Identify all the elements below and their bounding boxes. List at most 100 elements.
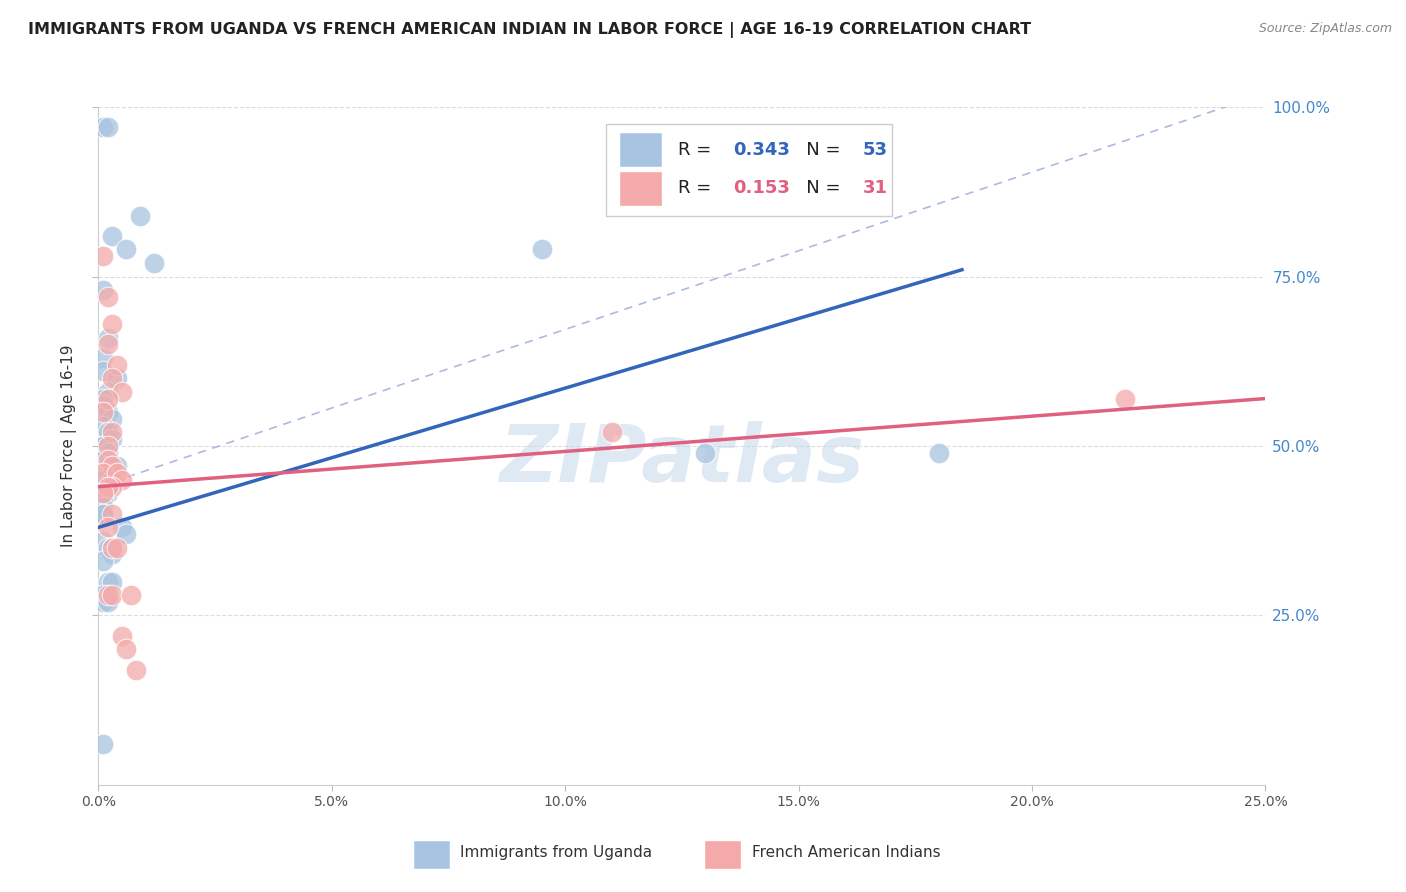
Point	[97, 405, 120, 419]
Point	[97, 439, 120, 453]
Point	[97, 595, 120, 609]
Point	[101, 507, 124, 521]
Point	[101, 541, 124, 555]
Point	[928, 446, 950, 460]
Point	[101, 459, 124, 474]
Point	[125, 663, 148, 677]
Point	[101, 541, 124, 555]
Point	[101, 473, 124, 487]
FancyBboxPatch shape	[706, 840, 741, 868]
Point	[695, 446, 717, 460]
Point	[600, 425, 623, 440]
Point	[111, 629, 134, 643]
Text: N =: N =	[789, 141, 846, 159]
Point	[91, 452, 114, 467]
Point	[530, 243, 553, 257]
Point	[91, 439, 114, 453]
Text: R =: R =	[679, 141, 717, 159]
Point	[91, 554, 114, 568]
Point	[91, 351, 114, 365]
Point	[91, 473, 114, 487]
Point	[91, 466, 114, 480]
Point	[143, 256, 166, 270]
Point	[101, 548, 124, 562]
FancyBboxPatch shape	[620, 134, 661, 166]
Point	[97, 337, 120, 351]
Point	[129, 209, 152, 223]
Point	[91, 493, 114, 508]
FancyBboxPatch shape	[413, 840, 449, 868]
Text: R =: R =	[679, 179, 717, 197]
Text: IMMIGRANTS FROM UGANDA VS FRENCH AMERICAN INDIAN IN LABOR FORCE | AGE 16-19 CORR: IMMIGRANTS FROM UGANDA VS FRENCH AMERICA…	[28, 22, 1031, 38]
Text: 0.153: 0.153	[734, 179, 790, 197]
Point	[97, 446, 120, 460]
Text: Source: ZipAtlas.com: Source: ZipAtlas.com	[1258, 22, 1392, 36]
Text: 0.343: 0.343	[734, 141, 790, 159]
Point	[91, 737, 114, 751]
Point	[97, 574, 120, 589]
Point	[91, 249, 114, 263]
Point	[91, 439, 114, 453]
Point	[97, 520, 120, 534]
Point	[91, 480, 114, 494]
Point	[91, 364, 114, 378]
Point	[101, 371, 124, 385]
Point	[91, 507, 114, 521]
Point	[101, 228, 124, 243]
Point	[97, 588, 120, 602]
Point	[120, 588, 142, 602]
Point	[97, 480, 120, 494]
Point	[115, 527, 138, 541]
Point	[97, 330, 120, 344]
Point	[91, 533, 114, 548]
Point	[101, 412, 124, 426]
Point	[111, 473, 134, 487]
Point	[97, 290, 120, 304]
Point	[91, 486, 114, 500]
Point	[91, 392, 114, 406]
Point	[101, 425, 124, 440]
Point	[105, 541, 128, 555]
Point	[105, 459, 128, 474]
Text: 31: 31	[863, 179, 887, 197]
Text: French American Indians: French American Indians	[752, 846, 941, 860]
Point	[101, 432, 124, 446]
Point	[91, 398, 114, 412]
Point	[101, 317, 124, 331]
FancyBboxPatch shape	[606, 124, 891, 216]
Point	[91, 507, 114, 521]
Point	[115, 642, 138, 657]
Text: Immigrants from Uganda: Immigrants from Uganda	[460, 846, 652, 860]
Point	[97, 466, 120, 480]
Point	[111, 520, 134, 534]
Text: ZIPatlas: ZIPatlas	[499, 420, 865, 499]
Point	[111, 384, 134, 399]
Point	[97, 392, 120, 406]
Point	[91, 500, 114, 514]
Point	[91, 595, 114, 609]
Point	[105, 371, 128, 385]
Point	[97, 120, 120, 135]
Y-axis label: In Labor Force | Age 16-19: In Labor Force | Age 16-19	[60, 344, 77, 548]
Point	[105, 358, 128, 372]
Point	[101, 588, 124, 602]
Text: 53: 53	[863, 141, 887, 159]
Point	[91, 283, 114, 297]
Text: N =: N =	[789, 179, 846, 197]
Point	[105, 466, 128, 480]
Point	[97, 486, 120, 500]
Point	[91, 405, 114, 419]
Point	[1114, 392, 1136, 406]
Point	[97, 459, 120, 474]
Point	[91, 452, 114, 467]
Point	[91, 439, 114, 453]
Point	[101, 574, 124, 589]
Point	[91, 120, 114, 135]
Point	[91, 418, 114, 433]
Point	[97, 452, 120, 467]
Point	[91, 588, 114, 602]
Point	[97, 541, 120, 555]
Point	[97, 425, 120, 440]
Point	[97, 384, 120, 399]
Point	[91, 466, 114, 480]
